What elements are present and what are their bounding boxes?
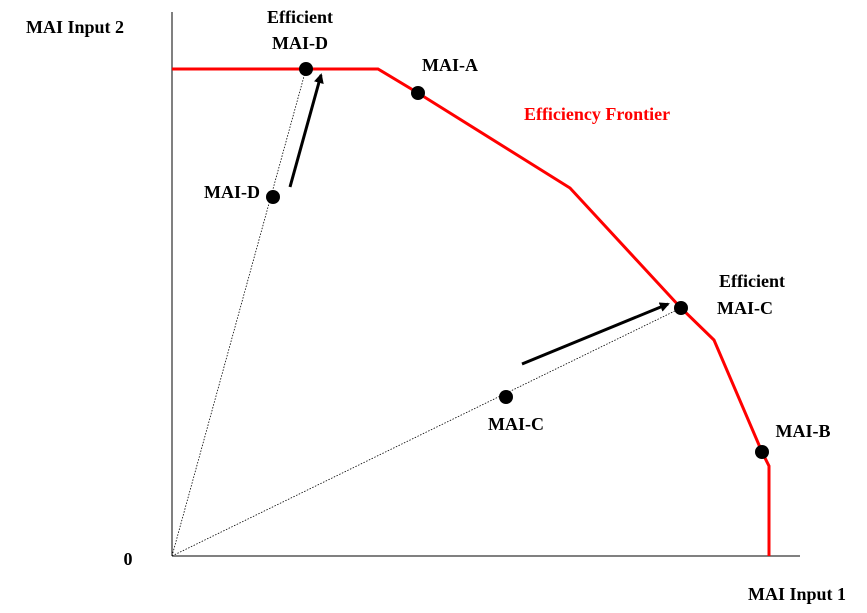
point-efficient-c — [674, 301, 688, 315]
point-label: MAI-D — [272, 33, 328, 53]
ray-c — [171, 307, 682, 557]
point-label: MAI-C — [488, 414, 544, 434]
y-axis-label: MAI Input 2 — [26, 17, 124, 37]
point-label: MAI-D — [204, 182, 260, 202]
point-a — [411, 86, 425, 100]
point-label: MAI-C — [717, 298, 773, 318]
x-axis-label: MAI Input 1 — [748, 584, 846, 604]
arrow-c — [521, 302, 670, 366]
point-label: MAI-A — [422, 55, 478, 75]
ray-d — [171, 68, 307, 557]
point-efficient-d — [299, 62, 313, 76]
origin-label: 0 — [124, 549, 133, 569]
frontier-label: Efficiency Frontier — [524, 104, 670, 124]
point-label: Efficient — [719, 271, 785, 291]
point-label: Efficient — [267, 7, 333, 27]
arrow-d — [288, 73, 324, 188]
point-c — [499, 390, 513, 404]
point-b — [755, 445, 769, 459]
point-label: MAI-B — [776, 421, 831, 441]
point-d — [266, 190, 280, 204]
